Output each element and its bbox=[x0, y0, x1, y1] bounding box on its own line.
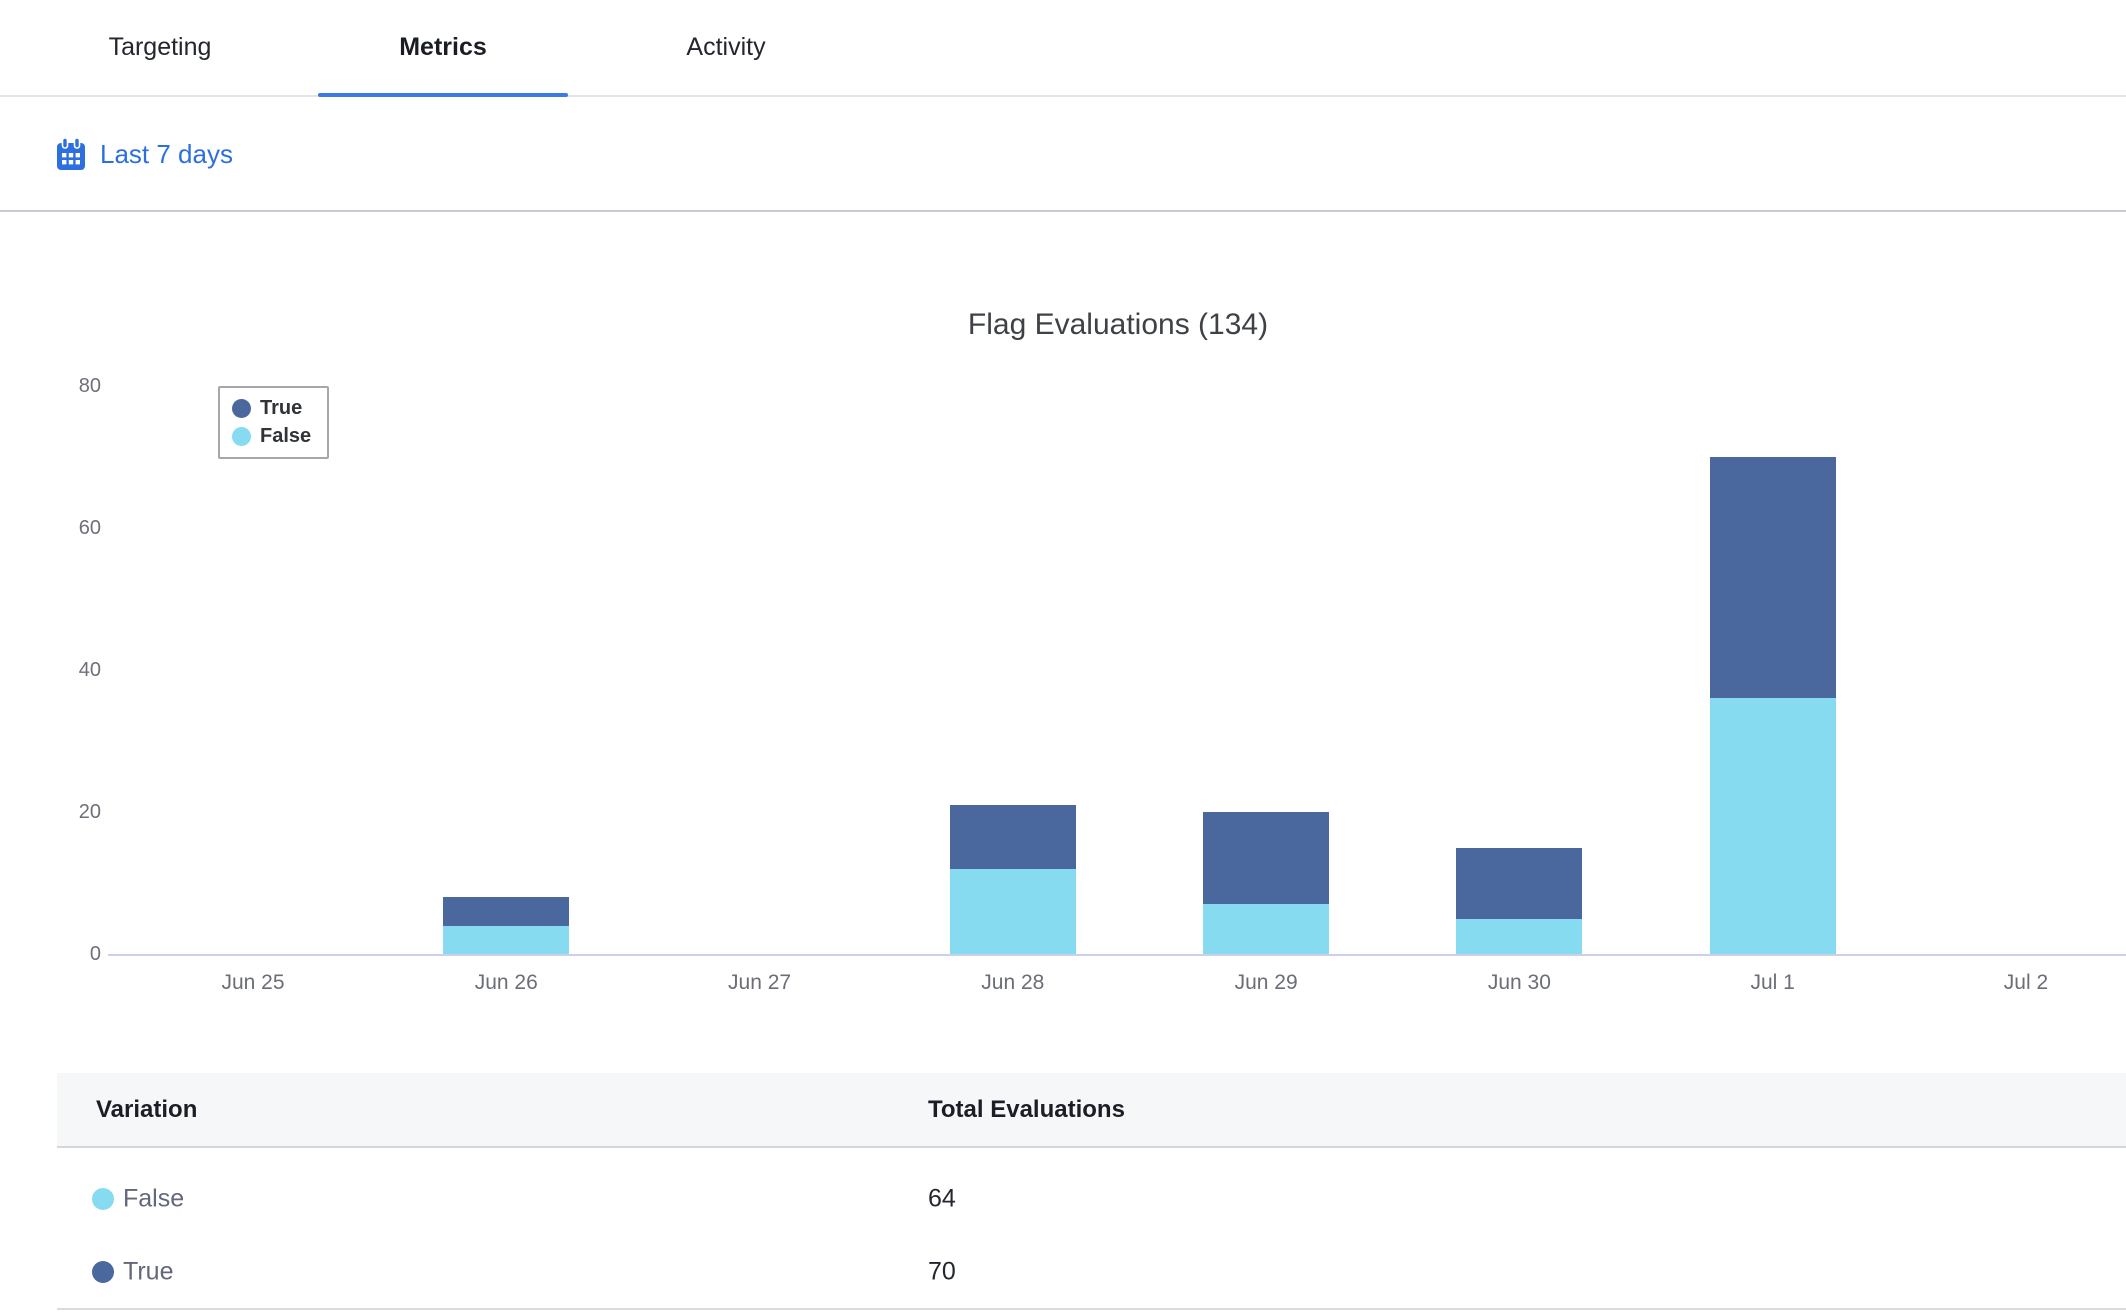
y-axis-tick-20: 20 bbox=[78, 801, 101, 823]
total-evaluations-value: 64 bbox=[928, 1184, 956, 1212]
y-axis-tick-60: 60 bbox=[78, 517, 101, 539]
table-row-true: True 70 bbox=[57, 1235, 2126, 1310]
tab-bar: Targeting Metrics Activity bbox=[0, 0, 2126, 97]
x-axis-label-jun-30: Jun 30 bbox=[1487, 971, 1551, 994]
tab-metrics[interactable]: Metrics bbox=[318, 0, 568, 97]
total-evaluations-value: 70 bbox=[928, 1257, 956, 1285]
table-header-row: Variation Total Evaluations bbox=[57, 1073, 2126, 1148]
active-tab-indicator bbox=[318, 93, 568, 97]
legend-dot-false bbox=[232, 427, 251, 446]
tab-targeting-label: Targeting bbox=[108, 33, 212, 61]
bar-jul-1-true-segment bbox=[1709, 457, 1836, 699]
legend-item-false[interactable]: False bbox=[232, 425, 311, 448]
table-body: False 64 True 70 bbox=[57, 1162, 2126, 1310]
legend-dot-true bbox=[232, 399, 251, 418]
bar-jul-1-false-segment bbox=[1709, 698, 1836, 954]
variations-table: Variation Total Evaluations False 64 True 7… bbox=[57, 1073, 2126, 1310]
column-header-variation: Variation bbox=[96, 1095, 198, 1123]
bar-jun-30-false-segment bbox=[1456, 918, 1583, 954]
y-axis-tick-80: 80 bbox=[78, 375, 101, 397]
date-range-label: Last 7 days bbox=[100, 139, 233, 169]
x-axis-line bbox=[108, 954, 2126, 956]
date-range-button[interactable]: Last 7 days bbox=[55, 137, 233, 172]
bar-jun-28-true-segment bbox=[949, 804, 1076, 869]
bar-jun-26-false-segment bbox=[443, 925, 570, 954]
flag-evaluations-chart: Flag Evaluations (134) True False 0 20 40 60… bbox=[0, 214, 2126, 1014]
table-row-false: False 64 bbox=[57, 1162, 2126, 1235]
bar-jun-30-true-segment bbox=[1456, 847, 1583, 919]
legend-item-true[interactable]: True bbox=[232, 397, 311, 420]
bar-jun-28-false-segment bbox=[949, 868, 1076, 954]
legend-label-true: True bbox=[260, 397, 303, 419]
variation-dot-true bbox=[92, 1260, 114, 1283]
calendar-icon bbox=[55, 137, 87, 172]
tab-targeting[interactable]: Targeting bbox=[35, 0, 285, 95]
variation-name: False bbox=[123, 1184, 185, 1212]
tab-activity-label: Activity bbox=[686, 33, 766, 61]
chart-title: Flag Evaluations (134) bbox=[967, 308, 1269, 341]
x-axis-label-jul-1: Jul 1 bbox=[1750, 971, 1795, 994]
legend-label-false: False bbox=[260, 425, 312, 447]
x-axis-label-jun-26: Jun 26 bbox=[474, 971, 538, 994]
bar-jun-29-true-segment bbox=[1203, 812, 1330, 905]
y-axis-tick-40: 40 bbox=[78, 659, 101, 681]
y-axis-tick-0: 0 bbox=[89, 943, 101, 965]
x-axis-label-jun-29: Jun 29 bbox=[1234, 971, 1298, 994]
x-axis-label-jun-27: Jun 27 bbox=[728, 971, 792, 994]
x-axis-label-jun-25: Jun 25 bbox=[221, 971, 285, 994]
x-axis-label-jun-28: Jun 28 bbox=[981, 971, 1045, 994]
tab-metrics-label: Metrics bbox=[399, 33, 487, 61]
variation-name: True bbox=[123, 1257, 174, 1285]
tab-activity[interactable]: Activity bbox=[601, 0, 851, 95]
date-filter-row: Last 7 days bbox=[0, 99, 2126, 212]
variation-dot-false bbox=[92, 1187, 114, 1210]
x-axis-label-jul-2: Jul 2 bbox=[2003, 971, 2049, 994]
bar-jun-26-true-segment bbox=[443, 897, 570, 926]
column-header-total-evaluations: Total Evaluations bbox=[928, 1095, 1125, 1123]
chart-legend: True False bbox=[218, 386, 330, 459]
bar-jun-29-false-segment bbox=[1203, 904, 1330, 954]
